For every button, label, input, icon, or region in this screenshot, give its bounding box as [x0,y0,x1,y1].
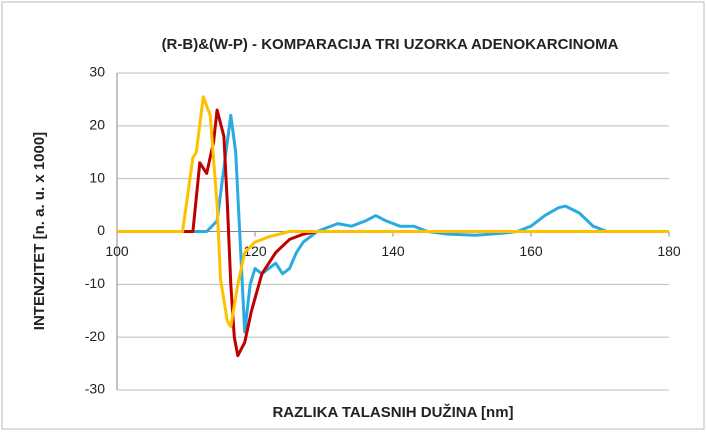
y-tick-label: 10 [89,169,105,185]
y-tick-label: -10 [85,275,105,291]
y-tick-label: -30 [85,381,105,397]
x-tick-label: 160 [519,243,543,259]
data-line [117,95,669,329]
y-tick-label: 0 [97,222,105,238]
data-line [117,108,669,358]
chart-title: (R-B)&(W-P) - KOMPARACIJA TRI UZORKA ADE… [162,36,619,53]
x-axis-label: RAZLIKA TALASNIH DUŽINA [nm] [272,403,513,421]
x-tick-label: 140 [381,243,405,259]
x-tick-label: 180 [657,243,681,259]
y-tick-label: 20 [89,117,105,133]
data-line [117,113,669,334]
x-tick-label: 100 [105,243,129,259]
y-tick-label: 30 [89,64,105,80]
y-axis-label: INTENZITET [n. a. u. x 1000] [31,132,48,330]
y-tick-label: -20 [85,328,105,344]
